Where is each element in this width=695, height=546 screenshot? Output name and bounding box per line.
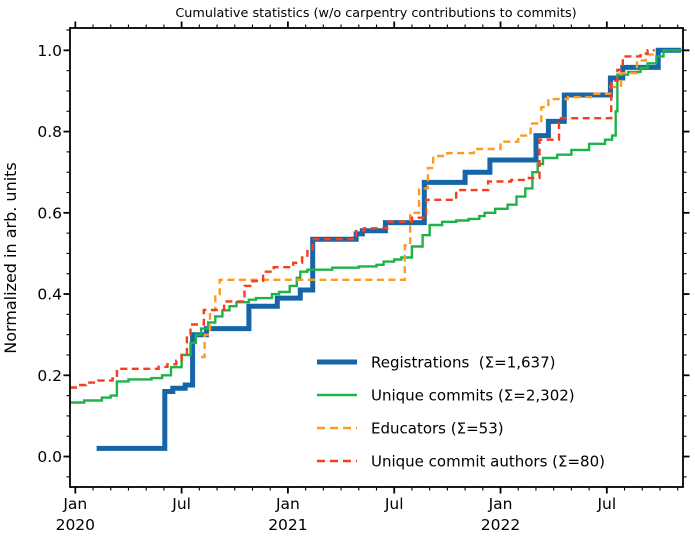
y-axis-label: Normalized in arb. units (1, 162, 20, 354)
x-tick-label: Jul (171, 495, 191, 513)
y-tick-label: 0.2 (37, 367, 62, 385)
x-tick-label: Jan (62, 495, 87, 513)
series-line-unique-commits (70, 49, 683, 404)
legend-label-0: Registrations (Σ=1,637) (371, 354, 556, 372)
legend-label-1: Unique commits (Σ=2,302) (371, 387, 575, 405)
y-tick-label: 1.0 (37, 42, 62, 60)
y-tick-label: 0.6 (37, 204, 62, 222)
x-tick-label: Jul (384, 495, 404, 513)
legend-label-3: Unique commit authors (Σ=80) (371, 453, 605, 471)
x-tick-year-label: 2022 (481, 516, 520, 534)
x-tick-label: Jul (596, 495, 616, 513)
y-tick-label: 0.8 (37, 123, 62, 141)
legend-label-2: Educators (Σ=53) (371, 420, 504, 438)
plot-border (69, 27, 684, 488)
y-tick-label: 0.0 (37, 448, 62, 466)
x-tick-year-label: 2020 (56, 516, 95, 534)
chart-title: Cumulative statistics (w/o carpentry con… (175, 6, 576, 21)
x-tick-label: Jan (488, 495, 513, 513)
x-tick-label: Jan (275, 495, 300, 513)
x-tick-year-label: 2021 (268, 516, 307, 534)
y-tick-label: 0.4 (37, 286, 62, 304)
series-line-unique-commit-authors (70, 49, 655, 389)
